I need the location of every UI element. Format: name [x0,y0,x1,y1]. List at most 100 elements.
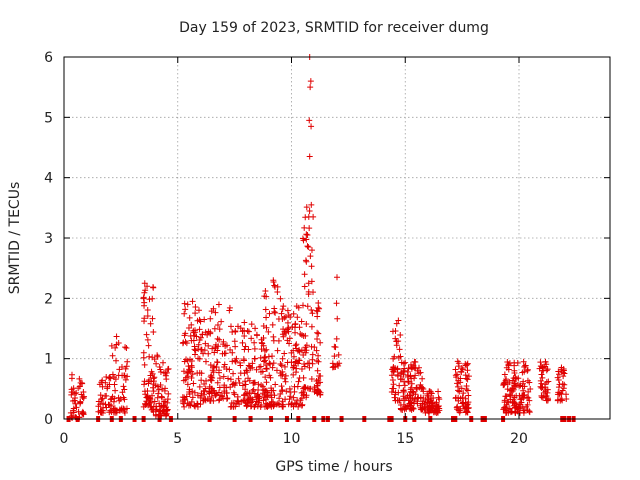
data-point [261,355,268,362]
data-point [191,327,198,334]
data-point [274,288,281,295]
data-point [561,381,568,388]
data-point [505,361,512,368]
data-point [393,338,400,345]
data-point [268,394,275,401]
data-point [306,153,313,160]
data-point [308,278,315,285]
data-point [509,398,516,405]
data-point [295,403,302,410]
data-point [292,342,299,349]
data-point [286,335,293,342]
data-point [195,307,202,314]
data-point [558,390,565,397]
data-point [270,360,277,367]
data-point [215,301,222,308]
data-point [435,394,442,401]
data-point [276,395,283,402]
data-point [184,301,191,308]
data-point [111,374,118,381]
data-point [258,368,265,375]
data-point [259,383,266,390]
data-point [277,295,284,302]
data-point [317,379,324,386]
data-point [216,375,223,382]
data-point [103,374,110,381]
data-point [286,385,293,392]
data-point [559,397,566,404]
data-point [413,384,420,391]
y-tick-label: 3 [44,231,53,247]
data-point [241,346,248,353]
data-point [211,349,218,356]
data-point [95,408,102,415]
data-point [242,381,249,388]
data-point [229,358,236,365]
data-point [113,357,120,364]
data-point [304,303,311,310]
data-point [543,361,550,368]
data-point [555,384,562,391]
data-point [112,406,119,413]
data-point [314,336,321,343]
data-point [400,393,407,400]
x-tick-label: 15 [396,431,414,447]
data-point [189,298,196,305]
data-point [149,354,156,361]
data-point [306,208,313,215]
data-point [455,363,462,370]
data-point [270,403,277,410]
data-point [181,310,188,317]
data-point [286,396,293,403]
data-point [105,401,112,408]
data-point [304,243,311,250]
data-point [164,396,171,403]
data-point [292,401,299,408]
data-point [431,407,438,414]
data-point [463,408,470,415]
data-point [241,319,248,326]
data-point [194,392,201,399]
data-point [266,310,273,317]
data-point [247,403,254,410]
x-axis-label: GPS time / hours [275,459,392,475]
data-point [242,378,249,385]
data-point [295,357,302,364]
data-point [150,388,157,395]
data-point [107,375,114,382]
data-point [150,284,157,291]
data-point [296,348,303,355]
y-tick-label: 1 [44,352,53,368]
data-point [432,408,439,415]
data-point [248,321,255,328]
data-point [310,289,317,296]
data-point [526,408,533,415]
data-point [189,394,196,401]
data-point [108,342,115,349]
data-point [148,368,155,375]
data-point [412,372,419,379]
data-point [301,224,308,231]
data-point [455,394,462,401]
data-point [329,364,336,371]
data-point [104,385,111,392]
data-point [201,380,208,387]
data-point [396,346,403,353]
data-point [191,389,198,396]
y-tick-label: 5 [44,110,53,126]
data-point [299,401,306,408]
data-point [308,307,315,314]
data-point [123,345,130,352]
data-point [196,326,203,333]
data-point [230,380,237,387]
data-point [148,378,155,385]
data-point [465,399,472,406]
data-point [313,378,320,385]
data-point [212,309,219,316]
x-tick-label: 5 [173,431,182,447]
data-point [500,381,507,388]
data-point [509,377,516,384]
data-point [198,346,205,353]
data-point [188,375,195,382]
data-point [284,307,291,314]
